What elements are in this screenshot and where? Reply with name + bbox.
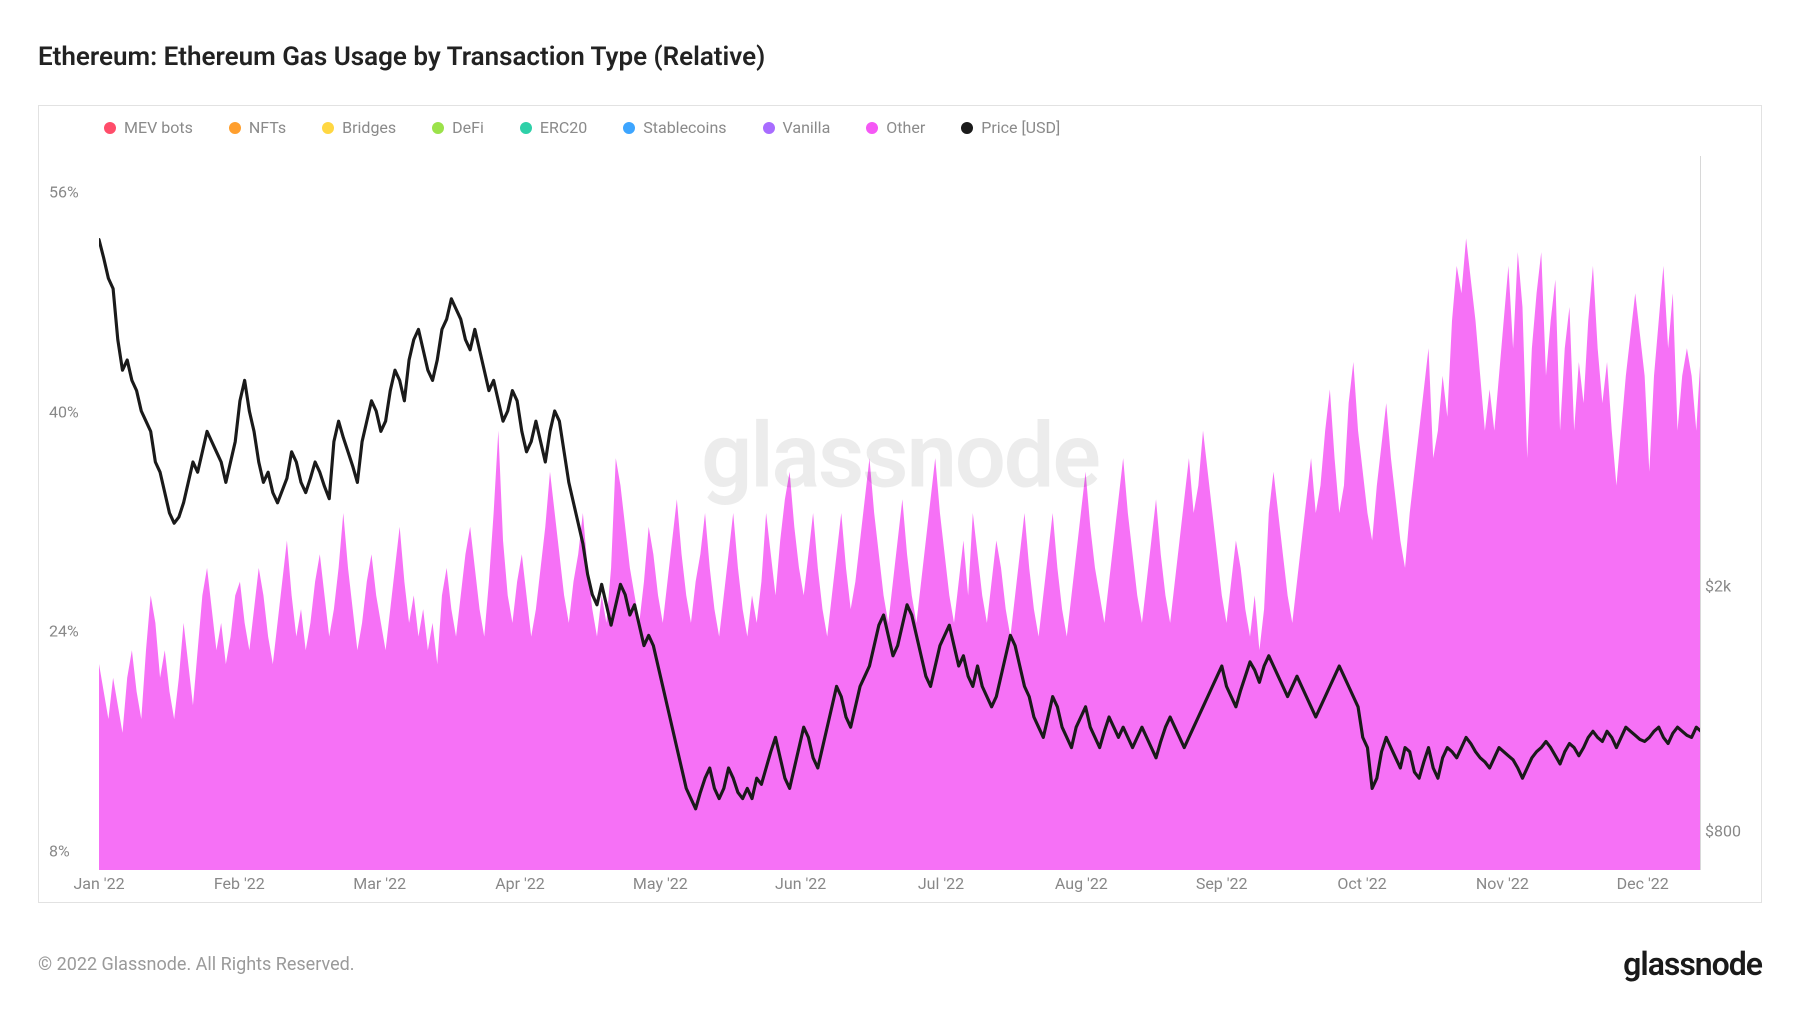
legend-dot — [520, 122, 532, 134]
chart-frame: MEV bots NFTs Bridges DeFi ERC20 Stablecoins V… — [38, 105, 1762, 903]
x-tick: Sep '22 — [1196, 874, 1248, 893]
plot-area: glassnode — [99, 156, 1701, 870]
legend-item[interactable]: MEV bots — [104, 118, 193, 137]
legend-dot — [432, 122, 444, 134]
x-tick: Dec '22 — [1617, 874, 1669, 893]
legend-label: Other — [886, 118, 925, 137]
legend-label: NFTs — [249, 118, 286, 137]
x-tick: Nov '22 — [1476, 874, 1529, 893]
x-tick: Feb '22 — [214, 874, 265, 893]
x-tick: Jun '22 — [775, 874, 826, 893]
legend-label: Stablecoins — [643, 118, 726, 137]
y-axis-right: $800 $2k — [1705, 156, 1751, 870]
y-left-tick: 56% — [49, 182, 79, 201]
chart-container: Ethereum: Ethereum Gas Usage by Transact… — [0, 0, 1800, 1013]
legend-item[interactable]: Stablecoins — [623, 118, 726, 137]
x-tick: Jan '22 — [73, 874, 124, 893]
y-right-tick: $800 — [1705, 821, 1741, 840]
legend-dot — [322, 122, 334, 134]
legend-dot — [866, 122, 878, 134]
legend-dot — [961, 122, 973, 134]
legend-item[interactable]: ERC20 — [520, 118, 587, 137]
legend-label: Vanilla — [783, 118, 831, 137]
chart-title: Ethereum: Ethereum Gas Usage by Transact… — [38, 42, 765, 72]
x-axis: Jan '22Feb '22Mar '22Apr '22May '22Jun '… — [99, 874, 1701, 896]
x-tick: Aug '22 — [1055, 874, 1108, 893]
y-left-tick: 40% — [49, 402, 79, 421]
legend-item[interactable]: DeFi — [432, 118, 484, 137]
legend-item[interactable]: Other — [866, 118, 925, 137]
legend-dot — [763, 122, 775, 134]
chart-svg — [99, 156, 1701, 870]
y-right-tick: $2k — [1705, 576, 1731, 595]
legend-item[interactable]: Vanilla — [763, 118, 831, 137]
legend-label: Price [USD] — [981, 118, 1060, 137]
legend-label: ERC20 — [540, 118, 587, 137]
legend-item[interactable]: Bridges — [322, 118, 396, 137]
x-tick: Jul '22 — [918, 874, 964, 893]
legend-dot — [104, 122, 116, 134]
copyright: © 2022 Glassnode. All Rights Reserved. — [38, 954, 355, 975]
legend-dot — [229, 122, 241, 134]
legend: MEV bots NFTs Bridges DeFi ERC20 Stablecoins V… — [104, 118, 1060, 137]
legend-item[interactable]: NFTs — [229, 118, 286, 137]
legend-dot — [623, 122, 635, 134]
y-left-tick: 24% — [49, 622, 79, 641]
x-tick: Apr '22 — [495, 874, 545, 893]
brand-logo: glassnode — [1623, 945, 1762, 983]
x-tick: May '22 — [633, 874, 688, 893]
x-tick: Oct '22 — [1337, 874, 1386, 893]
legend-label: MEV bots — [124, 118, 193, 137]
series-other-area — [99, 238, 1701, 870]
y-axis-left: 8% 24% 40% 56% — [49, 156, 95, 870]
y-left-tick: 8% — [49, 842, 70, 861]
legend-label: Bridges — [342, 118, 396, 137]
right-axis-line — [1700, 156, 1701, 870]
legend-label: DeFi — [452, 118, 484, 137]
x-tick: Mar '22 — [353, 874, 406, 893]
legend-item[interactable]: Price [USD] — [961, 118, 1060, 137]
